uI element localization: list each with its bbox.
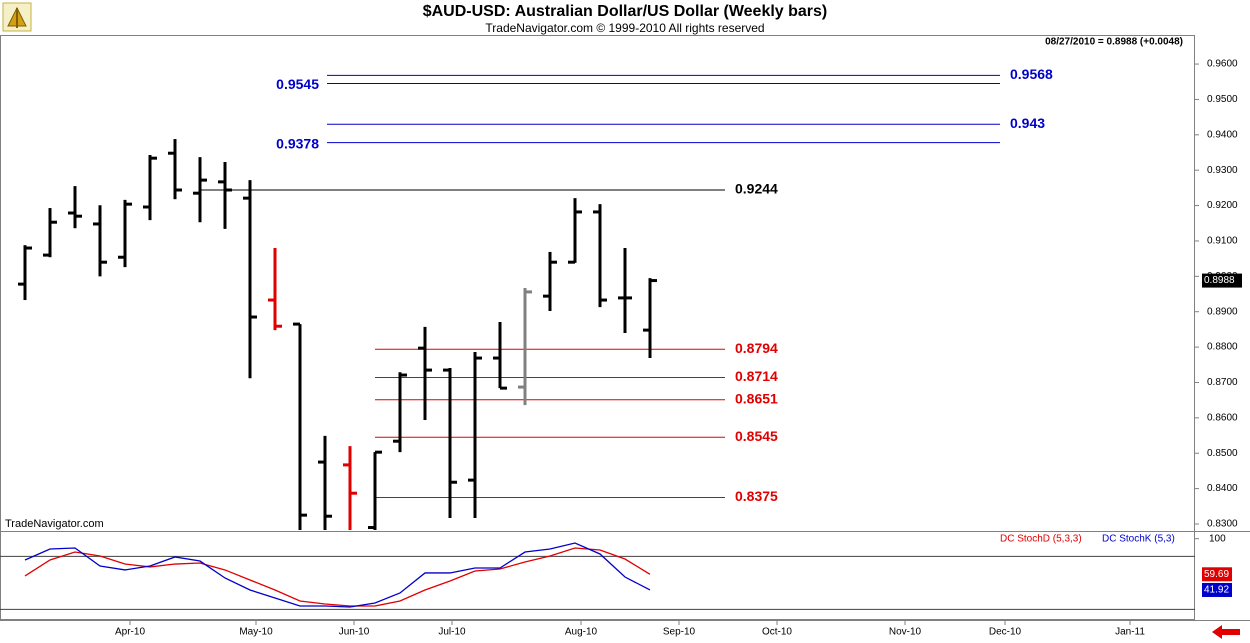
y-tick-label: 0.8400 [1207,483,1238,494]
level-label: 0.9244 [735,181,778,197]
y-tick-label: 0.9200 [1207,200,1238,211]
last-price-label: 0.8988 [1204,275,1235,286]
y-tick-label: 0.9400 [1207,129,1238,140]
x-tick-label: Nov-10 [889,627,922,638]
level-label: 0.8714 [735,368,778,384]
level-label: 0.943 [1010,115,1045,131]
x-tick-label: Aug-10 [565,627,598,638]
level-label: 0.9378 [276,135,319,151]
level-label: 0.8651 [735,391,778,407]
logo [2,2,32,32]
last-value-label: 41.92 [1204,585,1229,596]
x-tick-label: Jan-11 [1115,627,1145,638]
level-label: 0.8794 [735,340,778,356]
x-tick-label: Jul-10 [438,627,466,638]
y-tick-label: 0.8600 [1207,412,1238,423]
stoch-line [24,547,651,607]
y-tick-label: 0.8800 [1207,342,1238,353]
y-tick-label: 0.8500 [1207,448,1238,459]
last-value-box [1202,567,1232,582]
y-tick-label: 0.8900 [1207,306,1238,317]
y-tick-label: 0.9600 [1207,59,1238,70]
level-label: 0.8545 [735,428,778,444]
stoch-line [24,542,651,608]
chart-subtitle: TradeNavigator.com © 1999-2010 All right… [485,21,764,35]
last-price-box [1202,273,1242,288]
x-tick-label: Jun-10 [339,627,370,638]
x-tick-label: Sep-10 [663,627,696,638]
x-tick-label: Apr-10 [115,627,145,638]
y-tick-label: 0.9100 [1207,236,1238,247]
last-value-box [1202,582,1232,597]
scroll-arrow[interactable] [1212,625,1240,639]
legend-entry: DC StochD (5,3,3) [1000,534,1082,545]
level-label: 0.9568 [1010,66,1053,82]
plot-frame [0,35,1195,620]
legend-entry: DC StochK (5,3) [1102,534,1175,545]
level-label: 0.9545 [276,76,319,92]
y-tick-label: 100 [1209,533,1226,544]
y-tick-label: 0.9300 [1207,165,1238,176]
x-tick-label: May-10 [239,627,273,638]
x-tick-label: Dec-10 [989,627,1022,638]
watermark: TradeNavigator.com [5,518,104,530]
level-label: 0.8375 [735,488,778,504]
bars [18,139,657,530]
y-tick-label: 0.8700 [1207,377,1238,388]
x-tick-label: Oct-10 [762,627,792,638]
y-tick-label: 0.8300 [1207,519,1238,530]
chart-title: $AUD-USD: Australian Dollar/US Dollar (W… [423,3,828,20]
quote-info: 08/27/2010 = 0.8988 (+0.0048) [1045,37,1183,48]
last-value-label: 59.69 [1204,569,1229,580]
y-tick-label: 0.9500 [1207,94,1238,105]
